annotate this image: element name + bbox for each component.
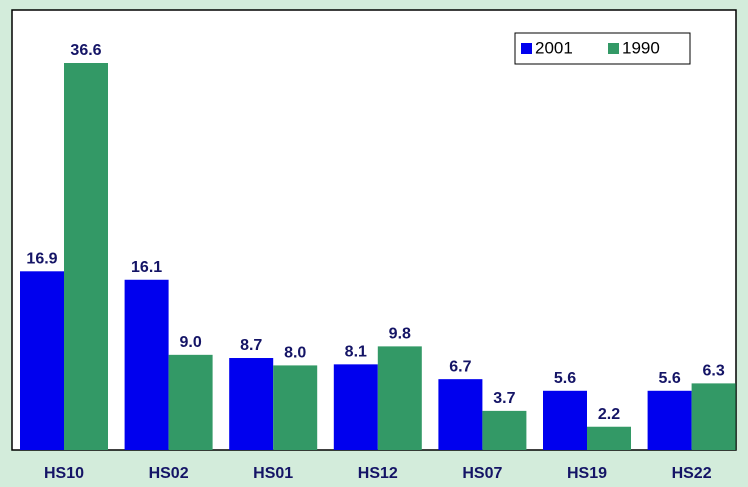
bar bbox=[124, 279, 169, 450]
data-label: 6.7 bbox=[449, 358, 471, 375]
data-label: 16.1 bbox=[131, 259, 162, 276]
x-tick-label: HS07 bbox=[462, 465, 502, 482]
legend-label: 2001 bbox=[535, 38, 573, 57]
data-label: 5.6 bbox=[554, 370, 576, 387]
data-label: 2.2 bbox=[598, 406, 620, 423]
data-label: 5.6 bbox=[658, 370, 680, 387]
bar bbox=[543, 390, 587, 450]
bar bbox=[20, 271, 64, 450]
bar bbox=[647, 390, 692, 450]
bar bbox=[482, 410, 527, 450]
bar bbox=[168, 354, 213, 450]
x-tick-label: HS02 bbox=[149, 465, 189, 482]
legend: 2001 1990 bbox=[514, 32, 691, 65]
bar bbox=[438, 379, 483, 450]
data-label: 36.6 bbox=[70, 42, 101, 59]
bar bbox=[691, 383, 736, 450]
data-label: 8.1 bbox=[345, 344, 367, 361]
x-tick-label: HS19 bbox=[567, 465, 607, 482]
data-label: 9.8 bbox=[389, 326, 411, 343]
x-tick-label: HS12 bbox=[358, 465, 398, 482]
bar bbox=[273, 365, 318, 450]
bar bbox=[377, 346, 422, 450]
data-label: 8.0 bbox=[284, 345, 306, 362]
bar bbox=[229, 358, 274, 450]
x-tick-label: HS10 bbox=[44, 465, 84, 482]
bar bbox=[64, 63, 108, 450]
bar bbox=[333, 364, 378, 450]
legend-swatch bbox=[608, 43, 619, 54]
legend-box bbox=[514, 32, 691, 65]
x-tick-label: HS01 bbox=[253, 465, 293, 482]
data-label: 3.7 bbox=[493, 390, 515, 407]
x-tick-label: HS22 bbox=[672, 465, 712, 482]
data-label: 6.3 bbox=[702, 363, 724, 380]
data-label: 8.7 bbox=[240, 337, 262, 354]
legend-swatch bbox=[521, 43, 532, 54]
bar bbox=[587, 426, 631, 450]
data-label: 16.9 bbox=[26, 251, 57, 268]
data-label: 9.0 bbox=[179, 334, 201, 351]
legend-label: 1990 bbox=[622, 38, 660, 57]
